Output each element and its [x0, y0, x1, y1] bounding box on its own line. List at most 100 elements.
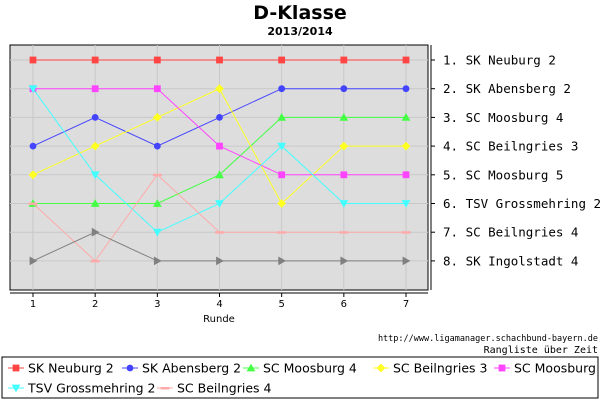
data-point — [29, 256, 38, 266]
rank-label: 1. SK Neuburg 2 — [443, 53, 556, 68]
data-point — [278, 85, 286, 93]
data-point — [28, 170, 38, 180]
legend-marker — [12, 364, 20, 372]
x-axis: 1 2 3 4 5 6 7 — [10, 292, 428, 310]
x-tick-label: 1 — [30, 299, 36, 310]
data-point — [339, 231, 349, 234]
data-point — [278, 56, 286, 64]
data-point — [91, 227, 100, 237]
data-point — [152, 199, 162, 207]
data-point — [277, 199, 287, 208]
data-point — [401, 231, 411, 234]
rank-label: 2. SK Abensberg 2 — [443, 81, 571, 96]
data-point — [153, 56, 161, 64]
legend-label: SC Moosburg 4 — [263, 361, 357, 376]
legend-marker — [126, 364, 134, 372]
legend-marker — [498, 364, 506, 372]
data-point — [401, 141, 411, 151]
legend-label: SC Moosburg 5 — [514, 361, 600, 376]
data-point — [216, 142, 223, 150]
data-point — [215, 170, 224, 179]
legend-entry-sc-beilngries-4: SC Beilngries 4 — [157, 381, 271, 396]
data-point — [340, 85, 348, 93]
data-point — [153, 142, 161, 150]
legend-marker — [246, 363, 256, 372]
series-sk-abensberg-2 — [29, 85, 410, 150]
data-point — [277, 113, 287, 121]
data-point — [152, 173, 162, 177]
series-sk-neuburg-2 — [29, 56, 410, 64]
data-point — [216, 56, 223, 64]
data-point — [401, 113, 411, 121]
legend: SK Neuburg 2 SK Abensberg 2 SC Moosburg 4 S… — [8, 361, 600, 396]
data-point — [215, 84, 224, 94]
rank-label: 7. SC Beilngries 4 — [443, 225, 578, 240]
x-tick-label: 7 — [403, 299, 409, 310]
data-point — [29, 142, 37, 150]
legend-entry-sk-abensberg-2: SK Abensberg 2 — [122, 361, 241, 376]
data-point — [28, 202, 38, 205]
legend-entry-tsv-grossmehring-2: TSV Grossmehring 2 — [8, 381, 156, 396]
x-tick-label: 2 — [92, 299, 98, 310]
data-point — [278, 171, 286, 179]
data-point — [402, 256, 411, 266]
legend-label: SC Beilngries 3 — [393, 361, 487, 376]
data-point — [277, 142, 287, 151]
legend-marker — [11, 384, 21, 393]
data-point — [91, 56, 99, 64]
rank-label: 4. SC Beilngries 3 — [443, 139, 578, 154]
x-tick-label: 3 — [154, 299, 160, 310]
data-point — [339, 113, 349, 121]
data-point — [277, 231, 287, 234]
legend-entry-sc-moosburg-5: SC Moosburg 5 — [494, 361, 600, 376]
data-point — [402, 171, 410, 179]
legend-label: SK Abensberg 2 — [142, 361, 241, 376]
legend-entry-sc-moosburg-4: SC Moosburg 4 — [243, 361, 357, 376]
rank-label: 3. SC Moosburg 4 — [443, 110, 563, 125]
legend-marker — [376, 363, 386, 373]
data-point — [402, 85, 410, 93]
data-point — [91, 114, 99, 121]
legend-marker — [160, 387, 170, 390]
data-point — [215, 200, 224, 208]
data-point — [90, 259, 100, 263]
series-tsv-grossmehring-2 — [28, 85, 411, 237]
data-point — [340, 256, 349, 266]
data-point — [339, 141, 349, 151]
chart-title: D-Klasse — [253, 2, 347, 24]
data-point — [90, 171, 100, 180]
legend-entry-sk-neuburg-2: SK Neuburg 2 — [8, 361, 114, 376]
chart-subtitle: 2013/2014 — [267, 25, 333, 38]
data-point — [29, 56, 37, 64]
data-point — [90, 141, 100, 151]
rank-label: 6. TSV Grossmehring 2 — [443, 196, 600, 211]
legend-entry-sc-beilngries-3: SC Beilngries 3 — [373, 361, 487, 376]
rank-label: 5. SC Moosburg 5 — [443, 167, 563, 182]
x-axis-label: Runde — [203, 314, 235, 325]
data-point — [153, 256, 162, 266]
series-sc-beilngries-4 — [28, 173, 411, 263]
series-sc-beilngries-3 — [28, 84, 411, 208]
data-point — [339, 200, 349, 208]
caption: Rangliste über Zeit — [484, 345, 598, 356]
data-point — [216, 256, 224, 266]
x-tick-label: 6 — [341, 299, 347, 310]
data-point — [402, 56, 410, 64]
legend-box — [1, 356, 599, 399]
data-point — [90, 199, 100, 207]
series-layer — [28, 56, 411, 266]
rank-label: 8. SK Ingolstadt 4 — [443, 253, 578, 268]
data-point — [401, 200, 411, 208]
legend-label: SK Neuburg 2 — [28, 361, 114, 376]
data-point — [216, 114, 223, 121]
legend-label: SC Beilngries 4 — [177, 381, 271, 396]
data-point — [278, 256, 287, 266]
data-point — [152, 228, 162, 237]
data-point — [91, 85, 99, 93]
x-tick-label: 4 — [216, 299, 222, 310]
data-point — [28, 85, 38, 94]
data-point — [153, 85, 161, 93]
x-tick-label: 5 — [278, 299, 284, 310]
data-point — [340, 171, 348, 179]
